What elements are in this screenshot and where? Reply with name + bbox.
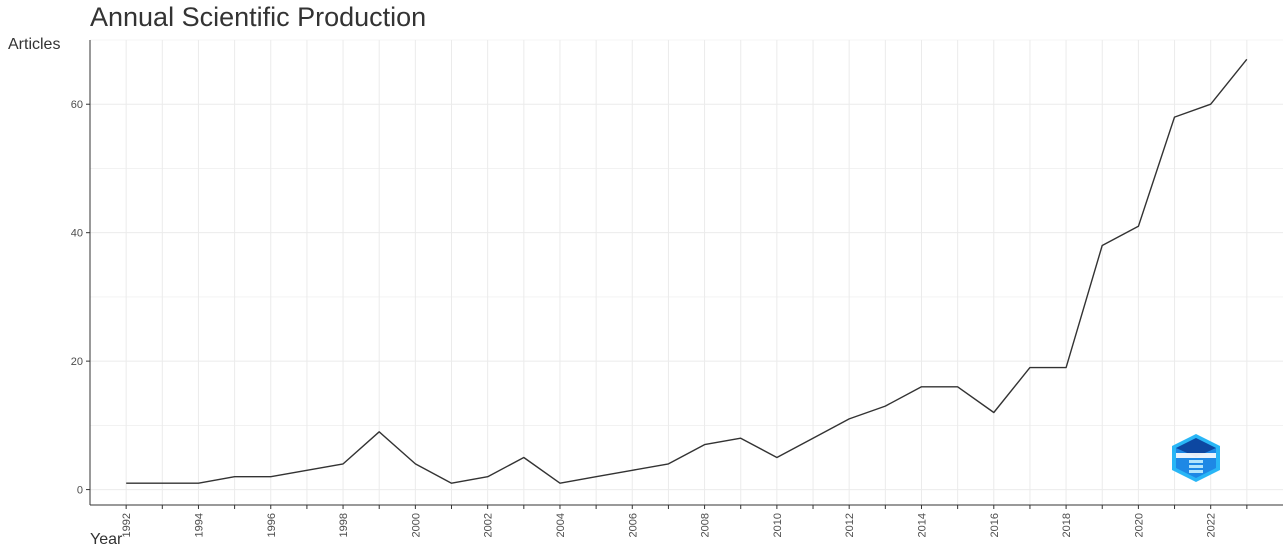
data-point: [595, 476, 597, 478]
data-point: [378, 431, 380, 433]
x-tick-label: 2012: [844, 513, 856, 537]
data-point: [197, 482, 199, 484]
grid-lines: [90, 39, 1283, 505]
data-point: [704, 444, 706, 446]
x-tick-label: 2004: [555, 513, 567, 537]
data-point: [1029, 367, 1031, 369]
x-axis-label: Year: [90, 531, 123, 548]
data-point: [631, 469, 633, 471]
x-tick-label: 1996: [266, 513, 278, 537]
x-tick-label: 1998: [338, 513, 350, 537]
axes: [86, 40, 1283, 509]
data-point: [161, 482, 163, 484]
y-tick-label: 20: [71, 356, 83, 368]
data-point: [306, 469, 308, 471]
x-tick-label: 1992: [121, 513, 133, 537]
data-point: [848, 418, 850, 420]
series-line: [126, 58, 1248, 484]
data-point: [523, 456, 525, 458]
data-point: [1246, 58, 1248, 60]
x-tick-label: 2016: [989, 513, 1001, 537]
x-tick-label: 2002: [483, 513, 495, 537]
data-point: [920, 386, 922, 388]
data-point: [559, 482, 561, 484]
series-articles: [125, 58, 1248, 484]
x-tick-label: 2018: [1061, 513, 1073, 537]
y-tick-label: 40: [71, 228, 83, 240]
x-tick-label: 1994: [193, 513, 205, 537]
x-tick-label: 2006: [627, 513, 639, 537]
data-point: [957, 386, 959, 388]
y-tick-label: 0: [77, 485, 83, 497]
data-point: [1065, 367, 1067, 369]
data-point: [1101, 245, 1103, 247]
chart-title: Annual Scientific Production: [90, 2, 427, 32]
bibliometrix-logo: [1168, 433, 1224, 483]
x-tick-label: 2014: [916, 513, 928, 537]
data-point: [414, 463, 416, 465]
data-point: [1174, 116, 1176, 118]
tick-labels: 0 20 40 60 1992 1994 1996 1998 2000 2002 2004 2006 2…: [71, 99, 1218, 537]
data-point: [884, 405, 886, 407]
x-tick-label: 2010: [772, 513, 784, 537]
x-tick-label: 2000: [410, 513, 422, 537]
data-point: [776, 456, 778, 458]
data-point: [1210, 103, 1212, 105]
data-point: [993, 412, 995, 414]
y-axis-label: Articles: [8, 36, 61, 53]
x-tick-label: 2022: [1206, 513, 1218, 537]
data-point: [270, 476, 272, 478]
data-point: [487, 476, 489, 478]
data-point: [125, 482, 127, 484]
data-point: [740, 437, 742, 439]
x-tick-label: 2020: [1133, 513, 1145, 537]
x-tick-label: 2008: [700, 513, 712, 537]
data-point: [812, 437, 814, 439]
data-point: [1137, 225, 1139, 227]
data-point: [451, 482, 453, 484]
data-point: [342, 463, 344, 465]
y-tick-label: 60: [71, 99, 83, 111]
data-point: [667, 463, 669, 465]
data-point: [234, 476, 236, 478]
